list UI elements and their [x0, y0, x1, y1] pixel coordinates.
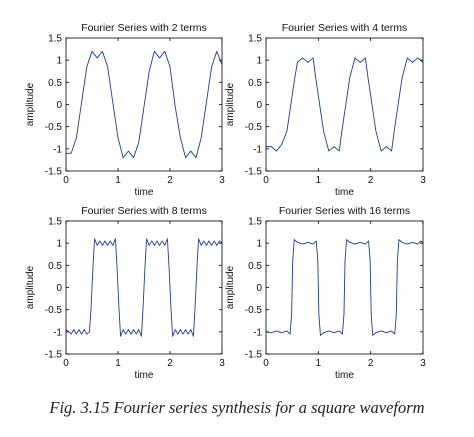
y-tick-label: -1.5 — [245, 350, 263, 361]
y-axis-label: amplitude — [225, 82, 236, 126]
x-tick-label: 1 — [316, 175, 322, 186]
y-tick-label: -1.5 — [45, 350, 63, 361]
series-line-1 — [66, 50, 222, 159]
subplot-title: Fourier Series with 16 terms — [279, 205, 410, 217]
y-tick-label: -1.5 — [45, 167, 63, 178]
x-tick-label: 2 — [167, 358, 173, 369]
figure-canvas: Fourier Series with 2 terms -1.5 -1 -0.5 0 0.… — [25, 22, 426, 381]
x-tick-label: 0 — [63, 175, 69, 186]
x-axis-label: time — [335, 187, 354, 198]
x-tick-label: 2 — [368, 358, 374, 369]
y-tick-label: 0 — [56, 283, 62, 294]
y-tick-label: -0.5 — [245, 122, 263, 133]
y-tick-label: 0 — [256, 100, 262, 111]
x-axis-label: time — [135, 187, 154, 198]
y-axis-label: amplitude — [25, 82, 36, 126]
series-line-1 — [266, 239, 423, 336]
subplot-4: Fourier Series with 16 terms -1.5 -1 -0.5 0 0… — [225, 205, 426, 381]
y-tick-label: -1 — [253, 144, 262, 155]
y-tick-label: -0.5 — [45, 305, 63, 316]
x-tick-label: 2 — [167, 175, 173, 186]
y-tick-label: 1.5 — [248, 34, 262, 45]
y-tick-label: -1.5 — [245, 167, 263, 178]
y-tick-label: -1 — [53, 144, 62, 155]
series-line-1 — [266, 57, 423, 152]
series-line-1 — [66, 238, 222, 337]
y-tick-label: 0.5 — [248, 78, 262, 89]
y-tick-label: 1 — [256, 239, 262, 250]
x-tick-label: 3 — [420, 175, 426, 186]
y-tick-label: -0.5 — [45, 122, 63, 133]
x-tick-label: 2 — [368, 175, 374, 186]
subplot-1: Fourier Series with 2 terms -1.5 -1 -0.5 0 0.… — [25, 22, 225, 198]
x-axis-label: time — [335, 370, 354, 381]
subplot-3: Fourier Series with 8 terms -1.5 -1 -0.5 0 0.… — [25, 205, 225, 381]
subplot-title: Fourier Series with 2 terms — [81, 22, 206, 34]
x-tick-label: 0 — [263, 358, 269, 369]
x-tick-label: 1 — [316, 358, 322, 369]
y-tick-label: 1 — [256, 56, 262, 67]
y-axis-label: amplitude — [225, 265, 236, 309]
y-tick-label: 0 — [256, 283, 262, 294]
x-tick-label: 3 — [420, 358, 426, 369]
y-tick-label: 1.5 — [248, 217, 262, 228]
subplot-2: Fourier Series with 4 terms -1.5 -1 -0.5 0 0.… — [225, 22, 426, 198]
y-tick-label: 0 — [56, 100, 62, 111]
y-tick-label: 0.5 — [248, 261, 262, 272]
y-tick-label: 1.5 — [48, 217, 62, 228]
x-tick-label: 0 — [63, 358, 69, 369]
y-tick-label: 1 — [56, 56, 62, 67]
x-tick-label: 0 — [263, 175, 269, 186]
y-tick-label: 1 — [56, 239, 62, 250]
y-tick-label: 1.5 — [48, 34, 62, 45]
y-axis-label: amplitude — [25, 265, 36, 309]
subplot-title: Fourier Series with 8 terms — [81, 205, 206, 217]
x-tick-label: 1 — [115, 358, 121, 369]
y-tick-label: 0.5 — [48, 261, 62, 272]
y-tick-label: 0.5 — [48, 78, 62, 89]
y-tick-label: -1 — [253, 327, 262, 338]
figure-caption: Fig. 3.15 Fourier series synthesis for a… — [49, 398, 425, 417]
subplot-title: Fourier Series with 4 terms — [282, 22, 407, 34]
y-tick-label: -1 — [53, 327, 62, 338]
x-tick-label: 3 — [219, 175, 225, 186]
y-tick-label: -0.5 — [245, 305, 263, 316]
x-tick-label: 1 — [115, 175, 121, 186]
x-axis-label: time — [135, 370, 154, 381]
axes-frame — [265, 37, 424, 172]
x-tick-label: 3 — [219, 358, 225, 369]
